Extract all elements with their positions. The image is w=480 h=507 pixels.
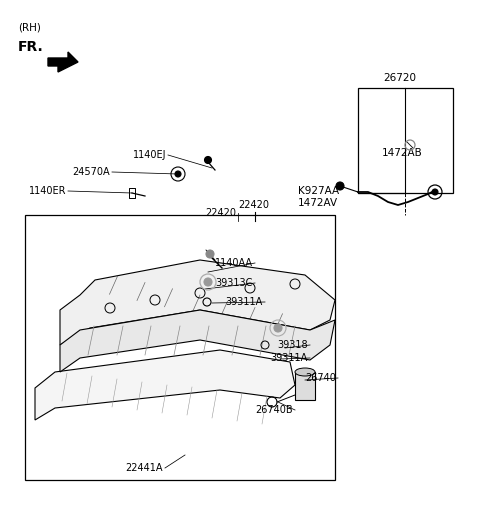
Polygon shape xyxy=(35,350,295,420)
Text: (RH): (RH) xyxy=(18,22,41,32)
Text: 26740B: 26740B xyxy=(255,405,293,415)
Text: K927AA: K927AA xyxy=(298,186,339,196)
Text: 24570A: 24570A xyxy=(72,167,110,177)
Circle shape xyxy=(204,157,212,163)
Polygon shape xyxy=(60,260,335,345)
Text: 22420: 22420 xyxy=(205,208,236,218)
Polygon shape xyxy=(48,52,78,72)
Text: 26740: 26740 xyxy=(305,373,336,383)
Text: 39318: 39318 xyxy=(277,340,308,350)
Bar xyxy=(25,215,335,480)
Text: 1472AB: 1472AB xyxy=(382,148,423,158)
Text: 22441A: 22441A xyxy=(125,463,163,473)
Text: 39311A: 39311A xyxy=(271,353,308,363)
Circle shape xyxy=(175,171,181,177)
Circle shape xyxy=(432,189,438,195)
Text: 39311A: 39311A xyxy=(226,297,263,307)
Text: 26720: 26720 xyxy=(383,73,416,83)
Circle shape xyxy=(206,250,214,258)
Text: 1472AV: 1472AV xyxy=(298,198,338,208)
Text: 39313C: 39313C xyxy=(216,278,253,288)
Text: FR.: FR. xyxy=(18,40,44,54)
Ellipse shape xyxy=(295,368,315,376)
Bar xyxy=(358,88,453,193)
Circle shape xyxy=(336,182,344,190)
Circle shape xyxy=(274,324,282,332)
Bar xyxy=(295,372,315,400)
Text: 1140EJ: 1140EJ xyxy=(132,150,166,160)
Text: 1140AA: 1140AA xyxy=(215,258,253,268)
Text: 22420: 22420 xyxy=(238,200,269,210)
Text: 1140ER: 1140ER xyxy=(28,186,66,196)
Circle shape xyxy=(204,278,212,286)
Polygon shape xyxy=(60,310,335,372)
